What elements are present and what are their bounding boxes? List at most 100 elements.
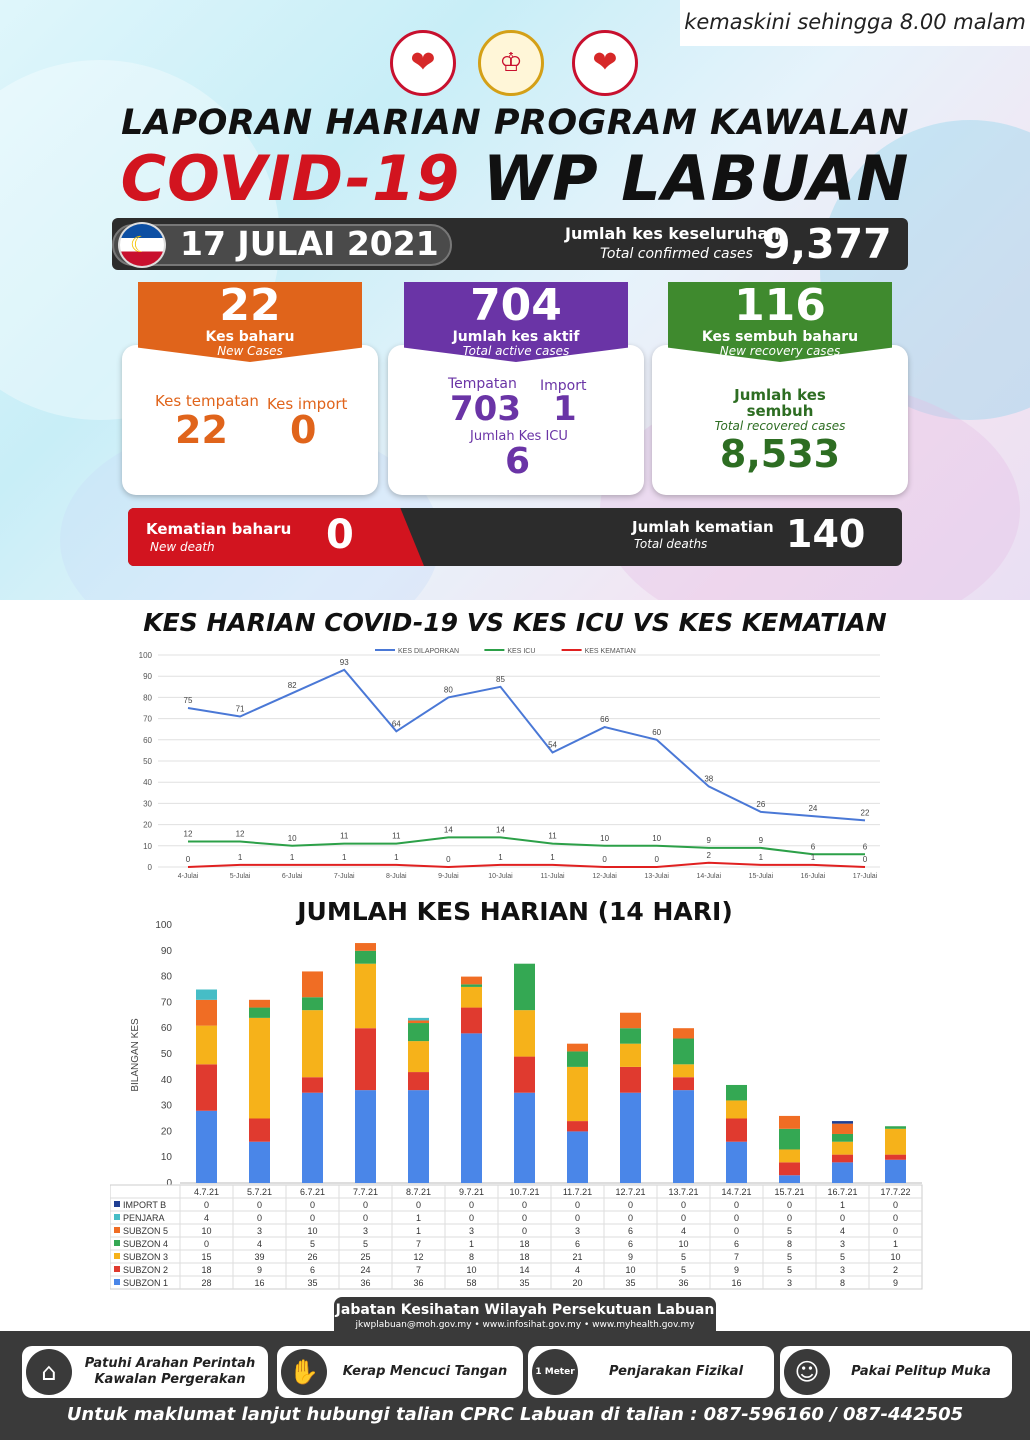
table-cell: 6 [310, 1265, 315, 1275]
icu-value: 6 [505, 441, 531, 482]
line-xtick-label: 15-Julai [749, 873, 774, 880]
table-cell: 18 [201, 1265, 211, 1275]
new-death-label: Kematian baharu [146, 520, 292, 538]
total-cases-label-en: Total confirmed cases [600, 246, 753, 262]
bar-segment [302, 1010, 323, 1078]
bar-chart-title: JUMLAH KES HARIAN (14 HARI) [297, 897, 733, 926]
bar-segment [726, 1100, 747, 1119]
line-series-2 [187, 861, 866, 869]
table-cell: 35 [307, 1278, 317, 1288]
line-data-label: 14 [444, 825, 453, 834]
footer-org-tab [334, 1297, 716, 1333]
bar-segment [514, 963, 535, 1011]
bar-ytick-label: 20 [161, 1126, 173, 1137]
line-series-1 [188, 836, 865, 856]
table-cell: 3 [787, 1278, 792, 1288]
bar-ytick-label: 50 [161, 1049, 173, 1060]
labuan-flag-icon: ☾ [118, 222, 166, 268]
table-cell: 0 [893, 1226, 898, 1236]
bar-segment [249, 1007, 270, 1018]
table-cell: 6 [734, 1239, 739, 1249]
table-cell: 7 [416, 1265, 421, 1275]
bar-xtick-label: 9.7.21 [459, 1187, 484, 1197]
line-xtick-label: 14-Julai [697, 873, 722, 880]
bar-segment [249, 1118, 270, 1142]
table-cell: 4 [840, 1226, 845, 1236]
line-data-label: 1 [290, 853, 295, 862]
bar-segment [832, 1154, 853, 1163]
bar-segment [832, 1123, 853, 1134]
total-cases-value: 9,377 [762, 220, 892, 268]
bar-segment [832, 1133, 853, 1142]
line-ytick-label: 80 [143, 693, 152, 702]
bar-segment [885, 1128, 906, 1155]
line-ytick-label: 0 [148, 863, 153, 872]
table-cell: 10 [890, 1252, 900, 1262]
table-series-label: SUBZON 3 [123, 1252, 168, 1262]
table-cell: 3 [575, 1226, 580, 1236]
bar-segment [620, 1092, 641, 1183]
bar-ylabel: BILANGAN KES [130, 1018, 141, 1092]
table-cell: 10 [466, 1265, 476, 1275]
bar-xtick-label: 4.7.21 [194, 1187, 219, 1197]
table-legend-swatch [114, 1240, 120, 1246]
bar-segment [355, 950, 376, 964]
footer-contact: Untuk maklumat lanjut hubungi talian CPR… [66, 1404, 964, 1425]
active-cases-ribbon: 704 Jumlah kes aktif Total active cases [404, 282, 628, 362]
table-cell: 3 [257, 1226, 262, 1236]
table-cell: 25 [360, 1252, 370, 1262]
line-data-label: 10 [600, 834, 609, 843]
report-date: 17 JULAI 2021 [180, 224, 439, 263]
table-cell: 9 [628, 1252, 633, 1262]
bar-segment [461, 984, 482, 987]
line-data-label: 85 [496, 675, 505, 684]
bar-segment [408, 1017, 429, 1021]
line-data-label: 1 [238, 853, 243, 862]
table-cell: 10 [678, 1239, 688, 1249]
line-chart-title: KES HARIAN COVID-19 VS KES ICU VS KES KE… [143, 608, 887, 637]
import-cases-label: Kes import [267, 395, 348, 413]
line-data-label: 11 [392, 832, 401, 841]
table-cell: 8 [787, 1239, 792, 1249]
table-cell: 0 [310, 1213, 315, 1223]
sop-line-2: Kawalan Pergerakan [94, 1372, 246, 1387]
line-series-0 [187, 668, 866, 822]
line-data-label: 1 [759, 853, 764, 862]
line-data-label: 1 [550, 853, 555, 862]
bar-segment [726, 1141, 747, 1183]
table-cell: 16 [254, 1278, 264, 1288]
line-ytick-label: 30 [143, 799, 152, 808]
local-cases-label: Kes tempatan [155, 392, 259, 410]
jkwpl-logo: ❤ [572, 30, 638, 96]
new-cases-ribbon: 22 Kes baharu New Cases [138, 282, 362, 362]
bar-segment [355, 1028, 376, 1091]
line-legend-label: KES DILAPORKAN [398, 648, 459, 655]
bar-segment [832, 1121, 853, 1124]
bar-segment [355, 963, 376, 1029]
new-death-value: 0 [326, 512, 354, 558]
table-cell: 0 [469, 1213, 474, 1223]
total-deaths-label-en: Total deaths [634, 537, 708, 551]
new-death-label-en: New death [150, 540, 215, 554]
sop-hand-washing: ✋ Kerap Mencuci Tangan [277, 1346, 523, 1398]
coat-of-arms-logo: ♔ [478, 30, 544, 96]
table-cell: 1 [416, 1213, 421, 1223]
bar-segment [885, 1154, 906, 1160]
table-cell: 4 [204, 1213, 209, 1223]
table-legend-swatch [114, 1201, 120, 1207]
table-cell: 35 [625, 1278, 635, 1288]
table-legend-swatch [114, 1266, 120, 1272]
table-cell: 36 [678, 1278, 688, 1288]
table-cell: 7 [734, 1252, 739, 1262]
table-cell: 8 [469, 1252, 474, 1262]
table-cell: 0 [681, 1213, 686, 1223]
table-cell: 0 [893, 1213, 898, 1223]
line-legend-label: KES KEMATIAN [585, 648, 636, 655]
sop-hand-washing-text: Kerap Mencuci Tangan [342, 1364, 508, 1379]
bar-xtick-label: 13.7.21 [668, 1187, 698, 1197]
table-cell: 20 [572, 1278, 582, 1288]
table-cell: 0 [310, 1200, 315, 1210]
table-cell: 5 [787, 1265, 792, 1275]
table-legend-swatch [114, 1214, 120, 1220]
